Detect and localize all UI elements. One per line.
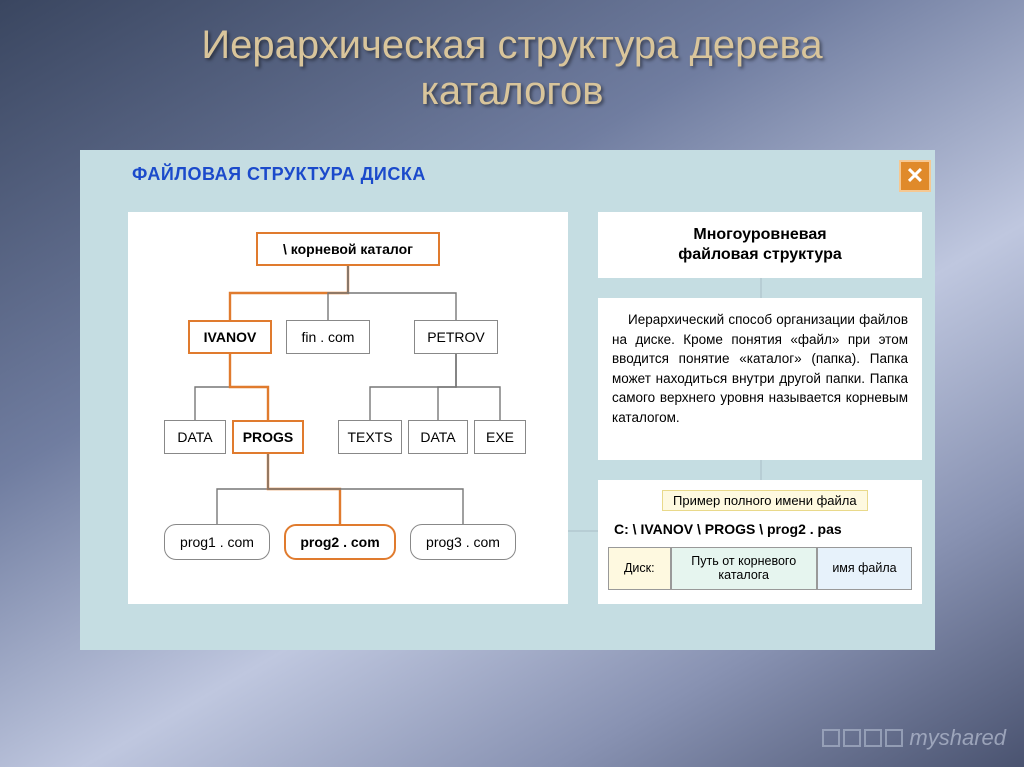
tree-diagram-container: \ корневой каталог IVANOV fin . com PETROV D… <box>128 212 568 604</box>
example-caption: Пример полного имени файла <box>662 490 868 511</box>
tree-node-p1: prog1 . com <box>164 524 270 560</box>
tree-node-petrov: PETROV <box>414 320 498 354</box>
multilevel-title-box: Многоуровневая файловая структура <box>598 212 922 278</box>
legend-path: Путь от корневого каталога <box>671 547 817 590</box>
tree-node-p2: prog2 . com <box>284 524 396 560</box>
connector-line <box>760 460 762 480</box>
legend-disk: Диск: <box>608 547 671 590</box>
example-path: C: \ IVANOV \ PROGS \ prog2 . pas <box>614 521 912 537</box>
tree-node-exe: EXE <box>474 420 526 454</box>
content-panel: ФАЙЛОВАЯ СТРУКТУРА ДИСКА ✕ \ корневой ка… <box>80 150 935 650</box>
tree-node-data2: DATA <box>408 420 468 454</box>
path-legend: Диск: Путь от корневого каталога имя фай… <box>608 547 912 590</box>
description-text: Иерархический способ организации файлов … <box>612 312 908 425</box>
tree-node-fin: fin . com <box>286 320 370 354</box>
tree-node-p3: prog3 . com <box>410 524 516 560</box>
tree-node-progs: PROGS <box>232 420 304 454</box>
watermark-icon <box>822 729 903 747</box>
connector-line <box>760 278 762 298</box>
legend-file: имя файла <box>817 547 912 590</box>
description-box: Иерархический способ организации файлов … <box>598 298 922 460</box>
tree-node-data1: DATA <box>164 420 226 454</box>
close-icon: ✕ <box>906 163 924 189</box>
tree-node-root: \ корневой каталог <box>256 232 440 266</box>
title-line-2: каталогов <box>0 68 1024 114</box>
tree-node-ivanov: IVANOV <box>188 320 272 354</box>
multilevel-line-1: Многоуровневая <box>678 225 842 245</box>
slide-background: Иерархическая структура дерева каталогов… <box>0 0 1024 767</box>
slide-title: Иерархическая структура дерева каталогов <box>0 0 1024 114</box>
panel-header: ФАЙЛОВАЯ СТРУКТУРА ДИСКА <box>80 150 935 185</box>
tree-node-texts: TEXTS <box>338 420 402 454</box>
watermark: myshared <box>822 725 1006 751</box>
title-line-1: Иерархическая структура дерева <box>0 22 1024 68</box>
watermark-text: myshared <box>909 725 1006 751</box>
close-button[interactable]: ✕ <box>899 160 931 192</box>
example-box: Пример полного имени файла C: \ IVANOV \… <box>598 480 922 604</box>
connector-line <box>568 530 598 532</box>
multilevel-line-2: файловая структура <box>678 245 842 265</box>
